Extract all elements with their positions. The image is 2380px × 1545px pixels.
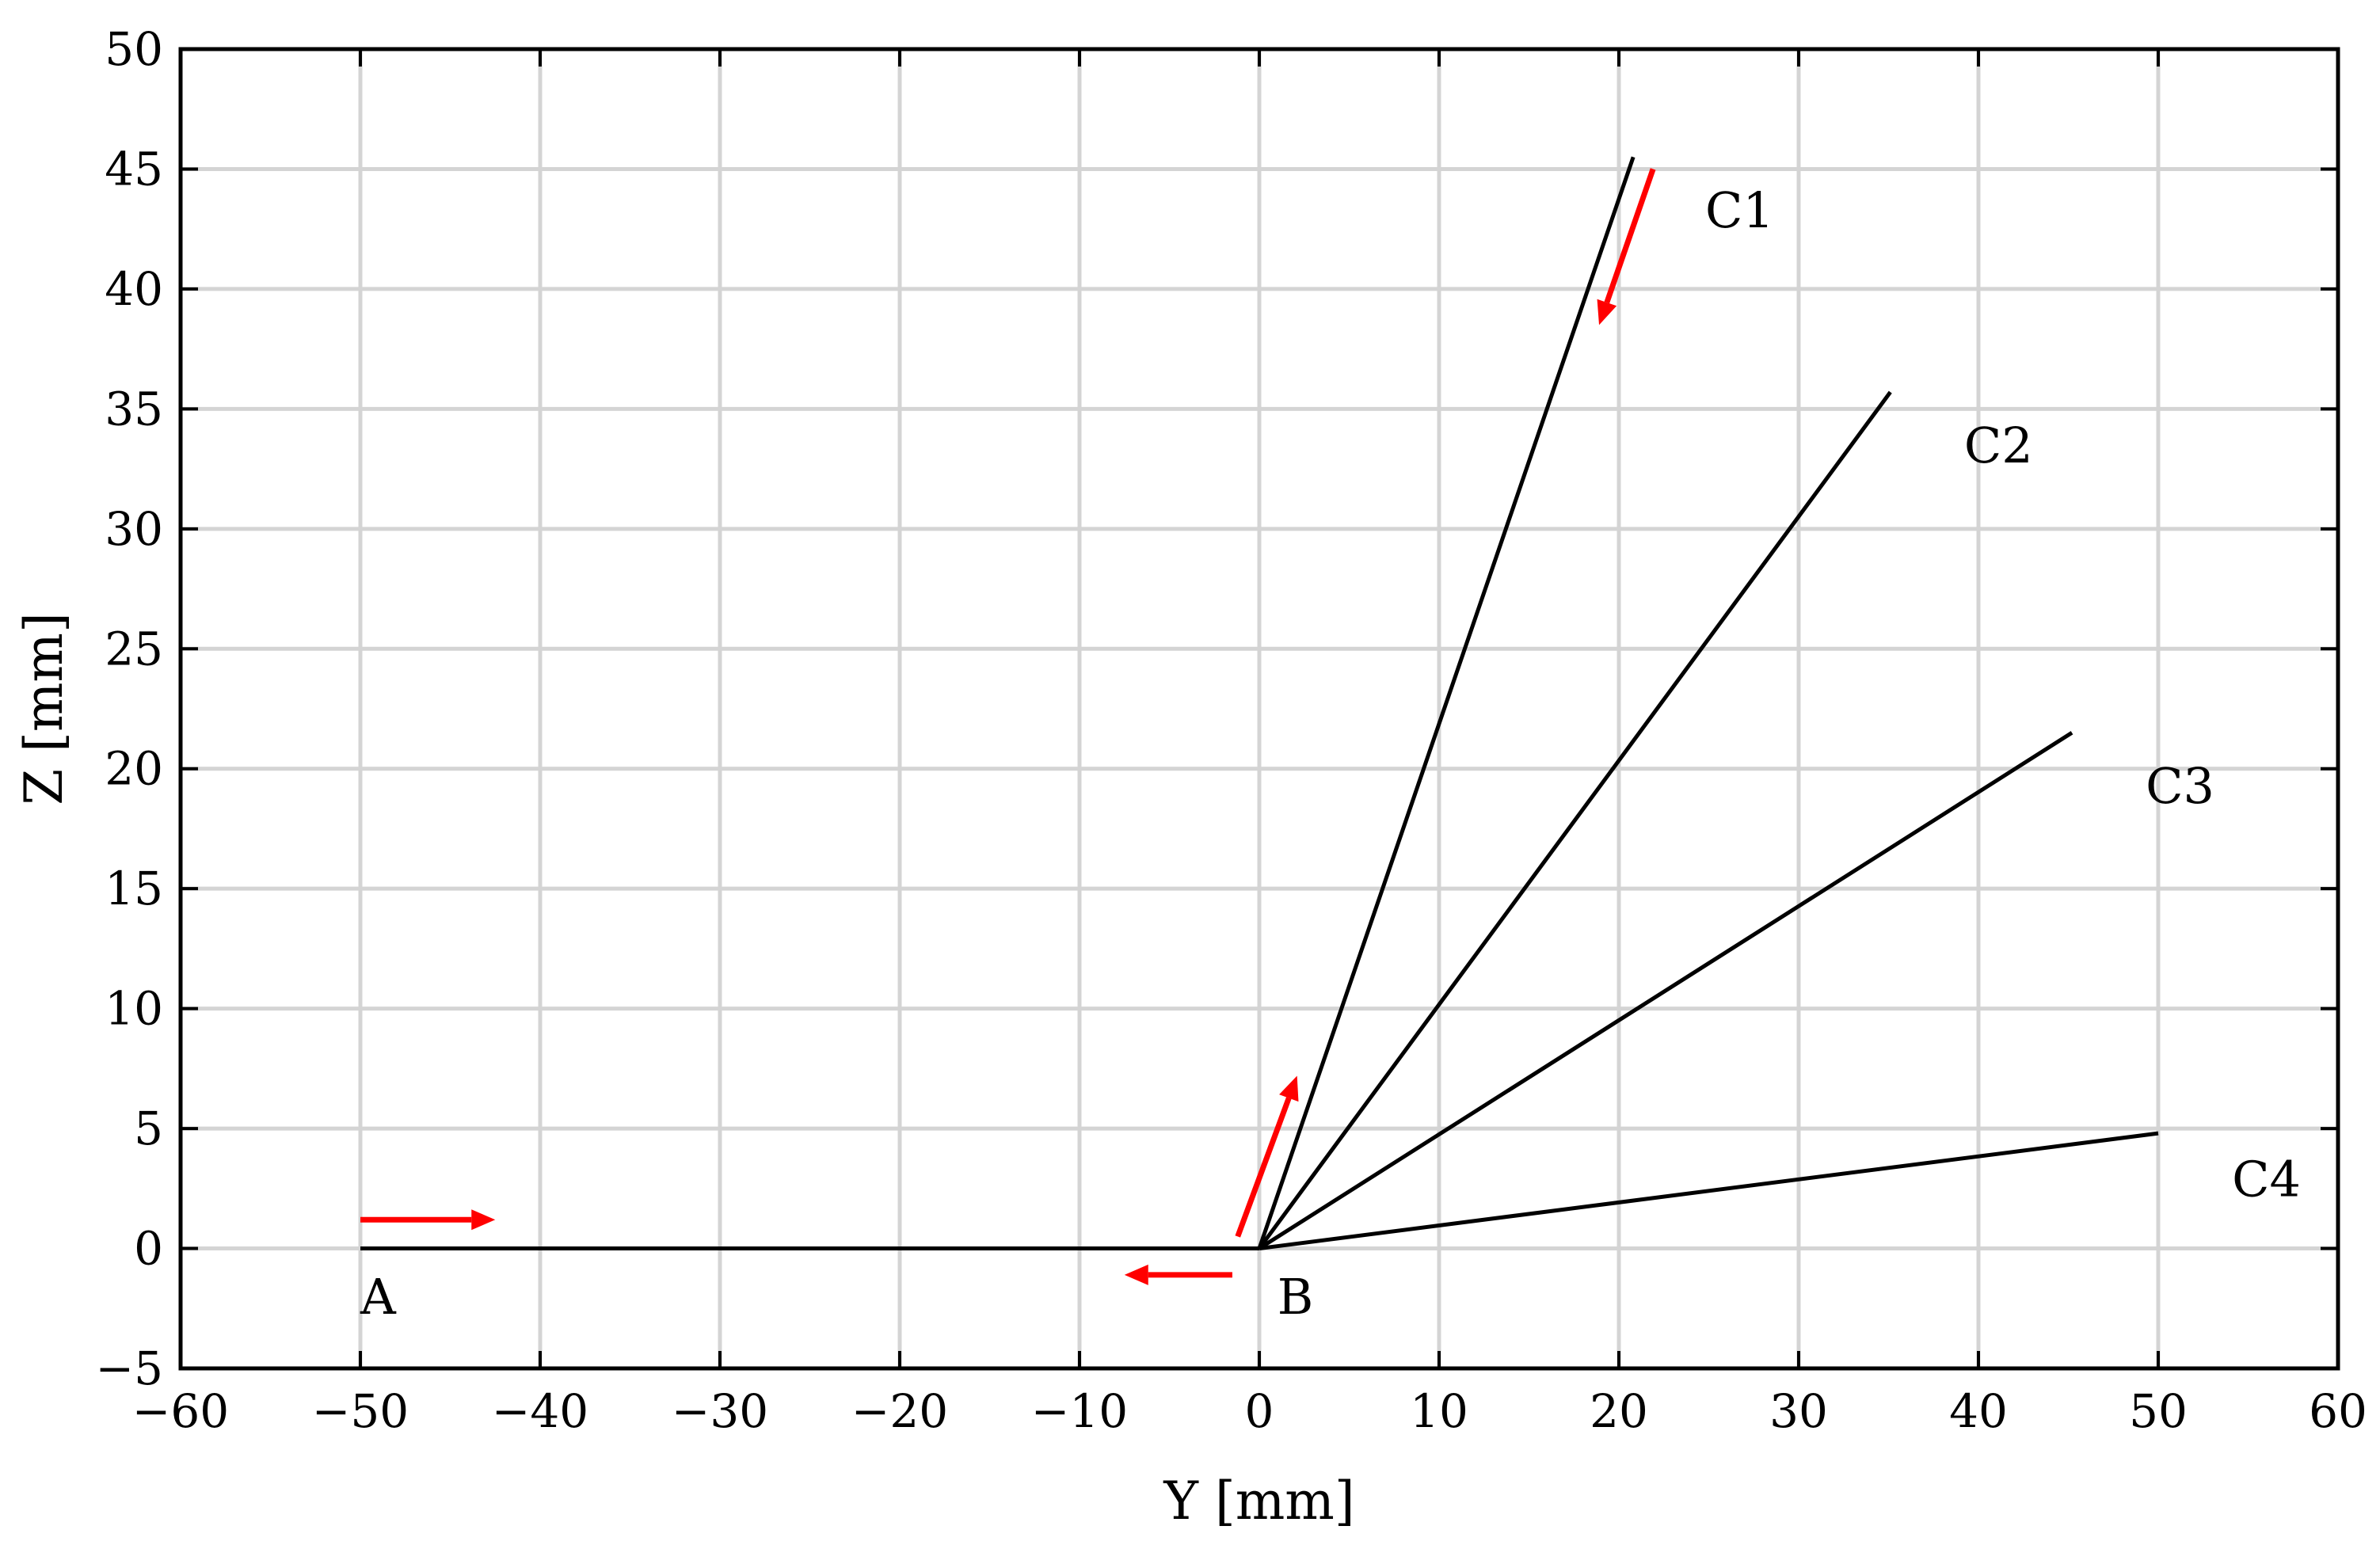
y-tick-label: 35 <box>105 382 163 436</box>
point-labels: A B C1 C2 C3 C4 <box>360 181 2301 1326</box>
direction-arrow-3 <box>1235 1075 1299 1238</box>
direction-arrow-1 <box>360 1209 496 1231</box>
x-axis-title: Y [mm] <box>1163 1471 1354 1532</box>
x-tick-label: 10 <box>1410 1384 1468 1438</box>
y-tick-label: 15 <box>105 862 163 915</box>
point-label-a: A <box>360 1268 397 1326</box>
series-line-4 <box>1258 731 2073 1250</box>
x-tick-label: 50 <box>2129 1384 2188 1438</box>
point-label-b: B <box>1278 1268 1314 1326</box>
y-tick-label: 0 <box>134 1222 163 1276</box>
series-line-5 <box>1259 1131 2159 1251</box>
point-label-c4: C4 <box>2232 1151 2301 1208</box>
x-tick-label: 0 <box>1245 1384 1274 1438</box>
x-tick-label: 40 <box>1949 1384 2008 1438</box>
x-tick-label: 60 <box>2309 1384 2367 1438</box>
series-lines <box>360 156 2159 1251</box>
direction-arrow-4 <box>1597 168 1656 325</box>
series-line-3 <box>1257 390 1892 1250</box>
y-tick-label: −5 <box>96 1341 164 1395</box>
y-tick-label: 30 <box>105 502 163 556</box>
y-tick-label: 45 <box>105 142 163 196</box>
x-tick-label: −50 <box>312 1384 409 1438</box>
x-tick-label: −60 <box>132 1384 229 1438</box>
direction-arrow-2 <box>1124 1264 1232 1285</box>
x-tick-label: 30 <box>1769 1384 1828 1438</box>
y-tick-label: 20 <box>105 742 163 796</box>
x-tick-label: −40 <box>492 1384 588 1438</box>
y-tick-label: 25 <box>105 622 163 675</box>
point-label-c1: C1 <box>1705 181 1774 239</box>
x-tick-label: −30 <box>672 1384 768 1438</box>
point-label-c2: C2 <box>1964 417 2033 474</box>
direction-arrows <box>360 168 1656 1285</box>
x-tick-label: −10 <box>1031 1384 1128 1438</box>
axis-ticks: −60 −50 −40 −30 −20 −10 0 10 20 30 40 50 60−50510152… <box>96 22 2367 1438</box>
point-label-c3: C3 <box>2146 757 2214 815</box>
x-tick-label: −20 <box>851 1384 948 1438</box>
y-tick-label: 10 <box>105 982 163 1036</box>
series-line-2 <box>1257 156 1636 1250</box>
y-axis-title: Z [mm] <box>13 612 74 805</box>
y-tick-label: 50 <box>105 22 163 76</box>
x-tick-label: 20 <box>1590 1384 1648 1438</box>
y-tick-label: 5 <box>134 1102 163 1155</box>
y-tick-label: 40 <box>105 262 163 316</box>
